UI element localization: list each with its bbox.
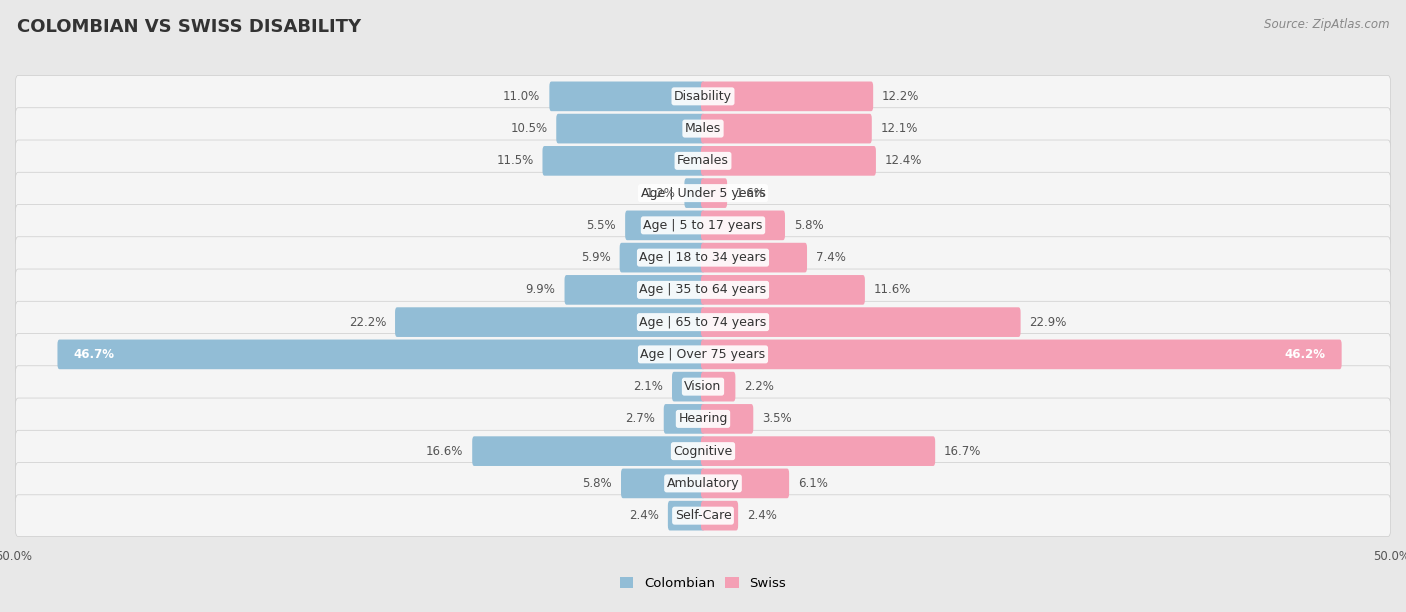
Text: 2.2%: 2.2% [744, 380, 775, 393]
FancyBboxPatch shape [702, 372, 735, 401]
FancyBboxPatch shape [15, 204, 1391, 246]
Text: Self-Care: Self-Care [675, 509, 731, 522]
Text: Males: Males [685, 122, 721, 135]
FancyBboxPatch shape [15, 140, 1391, 182]
Text: 22.9%: 22.9% [1029, 316, 1067, 329]
FancyBboxPatch shape [626, 211, 704, 240]
Text: Age | 65 to 74 years: Age | 65 to 74 years [640, 316, 766, 329]
FancyBboxPatch shape [15, 398, 1391, 440]
Text: 16.6%: 16.6% [426, 445, 463, 458]
Text: 22.2%: 22.2% [349, 316, 387, 329]
FancyBboxPatch shape [620, 243, 704, 272]
Text: 2.4%: 2.4% [628, 509, 659, 522]
FancyBboxPatch shape [702, 340, 1341, 369]
Text: Age | Under 5 years: Age | Under 5 years [641, 187, 765, 200]
FancyBboxPatch shape [15, 334, 1391, 375]
FancyBboxPatch shape [15, 108, 1391, 149]
Text: Ambulatory: Ambulatory [666, 477, 740, 490]
FancyBboxPatch shape [702, 307, 1021, 337]
Text: 5.9%: 5.9% [581, 251, 610, 264]
FancyBboxPatch shape [672, 372, 704, 401]
Text: 11.5%: 11.5% [496, 154, 533, 167]
FancyBboxPatch shape [702, 81, 873, 111]
FancyBboxPatch shape [702, 404, 754, 434]
FancyBboxPatch shape [702, 275, 865, 305]
Text: Cognitive: Cognitive [673, 445, 733, 458]
Text: 5.8%: 5.8% [582, 477, 612, 490]
FancyBboxPatch shape [15, 75, 1391, 117]
Text: Vision: Vision [685, 380, 721, 393]
Text: Age | Over 75 years: Age | Over 75 years [641, 348, 765, 361]
FancyBboxPatch shape [550, 81, 704, 111]
FancyBboxPatch shape [702, 146, 876, 176]
Text: 12.4%: 12.4% [884, 154, 922, 167]
FancyBboxPatch shape [58, 340, 704, 369]
Text: 12.1%: 12.1% [880, 122, 918, 135]
FancyBboxPatch shape [15, 237, 1391, 278]
FancyBboxPatch shape [702, 114, 872, 143]
Text: 1.2%: 1.2% [645, 187, 675, 200]
Text: Age | 5 to 17 years: Age | 5 to 17 years [644, 219, 762, 232]
FancyBboxPatch shape [702, 501, 738, 531]
Text: 9.9%: 9.9% [526, 283, 555, 296]
FancyBboxPatch shape [702, 211, 785, 240]
Text: Age | 18 to 34 years: Age | 18 to 34 years [640, 251, 766, 264]
FancyBboxPatch shape [15, 495, 1391, 537]
Text: Age | 35 to 64 years: Age | 35 to 64 years [640, 283, 766, 296]
Text: 46.2%: 46.2% [1285, 348, 1326, 361]
Text: Females: Females [678, 154, 728, 167]
Text: 2.1%: 2.1% [633, 380, 664, 393]
Text: Source: ZipAtlas.com: Source: ZipAtlas.com [1264, 18, 1389, 31]
Text: Hearing: Hearing [678, 412, 728, 425]
Text: 6.1%: 6.1% [799, 477, 828, 490]
Text: Disability: Disability [673, 90, 733, 103]
Text: 5.8%: 5.8% [794, 219, 824, 232]
FancyBboxPatch shape [702, 436, 935, 466]
FancyBboxPatch shape [15, 172, 1391, 214]
Text: 11.6%: 11.6% [875, 283, 911, 296]
FancyBboxPatch shape [15, 269, 1391, 311]
FancyBboxPatch shape [702, 469, 789, 498]
Text: 11.0%: 11.0% [503, 90, 540, 103]
FancyBboxPatch shape [15, 430, 1391, 472]
FancyBboxPatch shape [702, 178, 727, 208]
Legend: Colombian, Swiss: Colombian, Swiss [614, 572, 792, 595]
Text: 2.7%: 2.7% [624, 412, 655, 425]
FancyBboxPatch shape [543, 146, 704, 176]
FancyBboxPatch shape [472, 436, 704, 466]
FancyBboxPatch shape [664, 404, 704, 434]
FancyBboxPatch shape [557, 114, 704, 143]
Text: 2.4%: 2.4% [747, 509, 778, 522]
Text: 3.5%: 3.5% [762, 412, 792, 425]
FancyBboxPatch shape [15, 301, 1391, 343]
FancyBboxPatch shape [15, 463, 1391, 504]
Text: 5.5%: 5.5% [586, 219, 616, 232]
Text: 7.4%: 7.4% [815, 251, 846, 264]
Text: 1.6%: 1.6% [737, 187, 766, 200]
FancyBboxPatch shape [621, 469, 704, 498]
FancyBboxPatch shape [668, 501, 704, 531]
FancyBboxPatch shape [565, 275, 704, 305]
FancyBboxPatch shape [685, 178, 704, 208]
Text: 46.7%: 46.7% [73, 348, 114, 361]
FancyBboxPatch shape [702, 243, 807, 272]
FancyBboxPatch shape [15, 366, 1391, 408]
FancyBboxPatch shape [395, 307, 704, 337]
Text: 16.7%: 16.7% [945, 445, 981, 458]
Text: 12.2%: 12.2% [882, 90, 920, 103]
Text: 10.5%: 10.5% [510, 122, 547, 135]
Text: COLOMBIAN VS SWISS DISABILITY: COLOMBIAN VS SWISS DISABILITY [17, 18, 361, 36]
